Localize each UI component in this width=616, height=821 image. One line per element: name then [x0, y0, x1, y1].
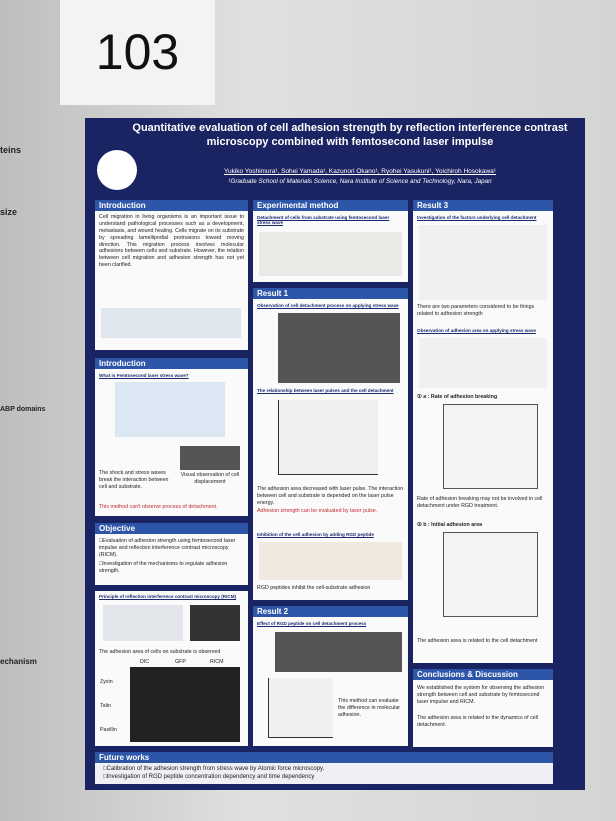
affiliation: ¹Graduate School of Materials Science, N… [228, 178, 492, 185]
subtitle: Principle of reflection interference con… [99, 594, 237, 599]
heading: Introduction [95, 200, 248, 211]
panel: Introduction Cell migration in living or… [95, 200, 248, 350]
figure [130, 667, 240, 742]
panel: Result 2 Effect of RGD peptide on cell d… [253, 606, 408, 746]
label: Paxillin [100, 727, 117, 733]
text: We established the system for observing … [417, 685, 545, 705]
figure [115, 382, 225, 437]
text: ② b : Initial adhesion area [417, 522, 483, 528]
subtitle: Inhibition of the cell adhesion by addin… [257, 532, 374, 537]
neighbor-text: size [0, 207, 18, 217]
text: The adhesion area of cells on substrate … [99, 649, 221, 655]
panel: Objective □Evaluation of adhesion streng… [95, 523, 248, 585]
figure [443, 532, 538, 617]
logo [97, 150, 137, 190]
text: □Investigation of the mechanisms to regu… [99, 561, 228, 574]
label: Zyxin [100, 679, 113, 685]
subtitle: What is Femtosecond laser stress wave? [99, 373, 189, 378]
poster: Quantitative evaluation of cell adhesion… [85, 118, 585, 790]
neighbor-text: echanism [0, 657, 37, 666]
text: □Investigation of RGD peptide concentrat… [103, 774, 315, 780]
text: This method can evaluate the difference … [338, 698, 401, 718]
text: Adhesion strength can be evaluated by la… [257, 508, 378, 514]
text: There are two parameters considered to b… [417, 304, 535, 317]
neighbor-text: ABP domains [0, 406, 46, 413]
heading: Introduction [95, 358, 248, 369]
heading: Future works [95, 752, 553, 763]
text: The adhesion area decreased with laser p… [257, 486, 404, 506]
title: Quantitative evaluation of cell adhesion… [132, 122, 568, 148]
figure [103, 605, 183, 641]
heading: Result 2 [253, 606, 408, 617]
label: RICM [210, 659, 224, 665]
figure [101, 308, 241, 338]
text: Cell migration in living organisms is an… [99, 214, 244, 269]
figure [259, 542, 402, 580]
panel: Conclusions & Discussion We established … [413, 669, 553, 747]
authors: Yukiko Yoshimura¹, Sohei Yamada¹, Kazuno… [224, 168, 496, 175]
heading: Result 1 [253, 288, 408, 299]
figure [180, 446, 240, 470]
figure [419, 338, 547, 388]
text: The shock and stress waves break the int… [99, 470, 169, 490]
text: Visual observation of cell displacement [180, 472, 240, 485]
text: Rate of adhesion breaking may not be inv… [417, 496, 543, 509]
panel: Result 3 Investigation of the factors un… [413, 200, 553, 663]
heading: Objective [95, 523, 248, 534]
figure [268, 678, 333, 738]
text: The adhesion area is related to the dyna… [417, 715, 539, 728]
figure [443, 404, 538, 489]
label: DIC [140, 659, 150, 665]
heading: Experimental method [253, 200, 408, 211]
figure [275, 632, 402, 672]
figure [419, 225, 547, 300]
panel: Introduction What is Femtosecond laser s… [95, 358, 248, 516]
subtitle: Observation of cell detachment process o… [257, 303, 399, 308]
text: □Evaluation of adhesion strength using f… [99, 538, 236, 558]
neighbor-text: teins [0, 145, 22, 155]
text: The adhesion area is related to the cell… [417, 638, 538, 644]
board-number: 103 [60, 0, 215, 105]
label: Talin [100, 703, 111, 709]
text: □Calibration of the adhesion strength fr… [103, 766, 325, 772]
text: This method can't observe process of det… [99, 504, 218, 510]
subtitle: Detachment of cells from substrate using… [257, 215, 390, 225]
subtitle: Investigation of the factors underlying … [417, 215, 537, 220]
text: ① a : Rate of adhesion breaking [417, 394, 498, 400]
figure [259, 232, 402, 276]
subtitle: The relationship between laser pulses an… [257, 388, 394, 393]
panel: Principle of reflection interference con… [95, 591, 248, 746]
label: GFP [175, 659, 186, 665]
figure [190, 605, 240, 641]
panel: Result 1 Observation of cell detachment … [253, 288, 408, 600]
text: RGD peptides inhibit the cell-substrate … [257, 585, 371, 591]
figure [278, 400, 378, 475]
figure [278, 313, 400, 383]
heading: Conclusions & Discussion [413, 669, 553, 680]
panel: Future works □Calibration of the adhesio… [95, 752, 553, 784]
subtitle: Effect of RGD peptide on cell detachment… [257, 621, 367, 626]
subtitle: Observation of adhesion area on applying… [417, 328, 536, 333]
panel: Experimental method Detachment of cells … [253, 200, 408, 282]
heading: Result 3 [413, 200, 553, 211]
